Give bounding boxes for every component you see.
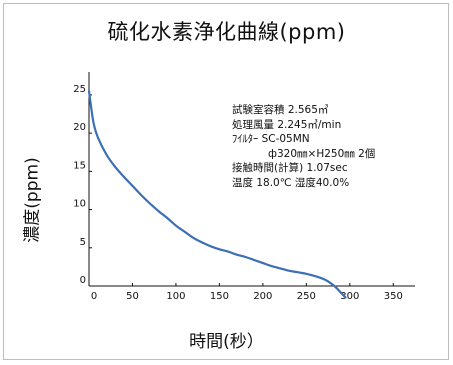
chart-frame bbox=[3, 3, 449, 360]
x-tick-label: 350 bbox=[384, 291, 403, 302]
annotation-filter: ﾌｲﾙﾀｰ SC-05MN bbox=[232, 133, 310, 146]
annotation-airflow: 処理風量 2.245㎥/min bbox=[232, 118, 342, 131]
x-tick-label: 200 bbox=[253, 291, 272, 302]
y-tick-label: 25 bbox=[73, 84, 86, 95]
chart-title: 硫化水素浄化曲線(ppm) bbox=[107, 20, 346, 44]
test-conditions-annotation: 試験室容積 2.565㎥ 処理風量 2.245㎥/min ﾌｲﾙﾀｰ SC-05… bbox=[232, 103, 375, 191]
annotation-temperature-humidity: 温度 18.0℃ 湿度40.0% bbox=[232, 176, 350, 189]
y-tick-label: 10 bbox=[73, 199, 86, 210]
concentration-line bbox=[87, 90, 347, 299]
y-tick-label: 0 bbox=[80, 275, 86, 286]
x-tick-label: 50 bbox=[126, 291, 139, 302]
x-tick-label: 0 bbox=[91, 291, 97, 302]
annotation-room-volume: 試験室容積 2.565㎥ bbox=[232, 104, 329, 116]
y-tick-label: 15 bbox=[73, 160, 86, 171]
y-axis-label: 濃度(ppm) bbox=[22, 157, 43, 243]
x-tick-label: 300 bbox=[340, 291, 359, 302]
annotation-contact-time: 接触時間(計算) 1.07sec bbox=[232, 162, 348, 175]
y-tick-label: 20 bbox=[73, 122, 86, 133]
annotation-filter-size: ф320㎜×H250㎜ 2個 bbox=[268, 147, 376, 160]
x-tick-label: 100 bbox=[166, 291, 185, 302]
x-tick-label: 250 bbox=[297, 291, 316, 302]
y-tick-label: 5 bbox=[80, 237, 86, 248]
x-axis-label: 時間(秒） bbox=[189, 332, 264, 352]
x-tick-label: 150 bbox=[210, 291, 229, 302]
